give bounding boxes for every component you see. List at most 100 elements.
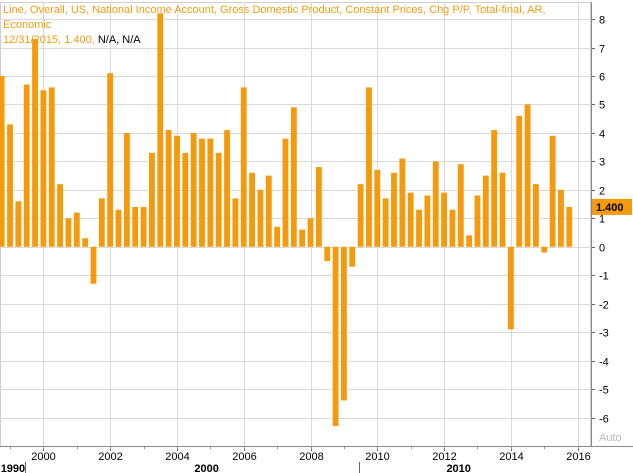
bar	[449, 209, 456, 247]
auto-watermark: Auto	[599, 432, 622, 444]
bar	[40, 90, 47, 247]
x-tick-label: 2014	[499, 451, 523, 463]
bar	[474, 195, 481, 247]
bar	[558, 189, 564, 247]
bar	[299, 229, 306, 247]
bar	[541, 246, 548, 253]
bar	[48, 87, 55, 247]
bar	[457, 164, 464, 247]
legend-value: 1.400	[64, 34, 92, 46]
y-tick-label: 0	[599, 243, 605, 255]
bar	[182, 152, 189, 247]
bar	[57, 184, 64, 247]
chart-legend: Line, Overall, US, National Income Accou…	[3, 4, 546, 46]
last-value-badge-text: 1.400	[596, 202, 624, 214]
y-tick-label: 3	[599, 157, 605, 169]
bar	[499, 172, 506, 247]
bar	[73, 212, 80, 247]
bar	[357, 184, 364, 247]
decade-label: 2010	[446, 463, 470, 473]
bar	[491, 130, 498, 247]
bar	[140, 206, 147, 247]
bar	[349, 246, 356, 267]
x-tick-label: 2010	[365, 451, 389, 463]
x-tick-label: 2000	[31, 451, 55, 463]
bar	[215, 152, 222, 247]
bar	[315, 167, 322, 247]
bar	[274, 226, 281, 247]
bar	[391, 172, 397, 247]
bar	[566, 206, 573, 247]
bar	[332, 246, 339, 427]
y-tick-label: 5	[599, 100, 605, 112]
y-tick-label: -4	[599, 357, 609, 369]
y-tick-label: -2	[599, 300, 609, 312]
bar	[123, 132, 130, 247]
decade-label: 1990	[1, 463, 25, 473]
bar	[115, 209, 122, 247]
bar	[482, 175, 489, 247]
bar	[0, 76, 5, 247]
x-tick-label: 2012	[432, 451, 456, 463]
bar	[190, 132, 197, 247]
y-tick-label: 1	[599, 214, 605, 226]
bar	[257, 189, 264, 247]
bar	[165, 130, 172, 247]
bar	[516, 115, 523, 247]
bar	[324, 246, 331, 261]
bar	[207, 138, 214, 247]
last-value-badge-group: 1.400	[592, 198, 632, 215]
x-axis: 2000 2002 2004 2006 2008 2010 2012 2014 20161990…	[0, 446, 633, 473]
bar	[407, 192, 414, 247]
x-tick-label: 2002	[98, 451, 122, 463]
legend-date: 12/31/2015	[3, 34, 59, 46]
last-value-badge	[592, 198, 632, 215]
bar	[507, 246, 514, 330]
bar	[23, 84, 30, 247]
y-axis: -6 -5 -4 -3 -2 -1 0 1 2 3 4 5 6 7 8	[591, 2, 609, 446]
chart-bars	[0, 13, 573, 427]
y-tick-label: 4	[599, 129, 605, 141]
bar	[282, 138, 289, 247]
bar	[98, 198, 105, 247]
bar	[416, 209, 422, 247]
bar	[90, 246, 97, 284]
y-tick-label: 6	[599, 72, 605, 84]
bar	[15, 201, 22, 247]
bar	[65, 218, 72, 247]
y-tick-label: -3	[599, 328, 609, 340]
bar	[107, 73, 114, 247]
bar	[149, 152, 155, 247]
bar	[249, 172, 256, 247]
x-tick-label: 2008	[299, 451, 323, 463]
y-tick-label: 8	[599, 15, 605, 27]
y-tick-label: 7	[599, 44, 605, 56]
bar	[424, 195, 431, 247]
bar	[340, 246, 347, 401]
decade-label: 2000	[194, 463, 218, 473]
bar	[399, 158, 406, 247]
bar	[82, 238, 89, 247]
bar	[432, 161, 439, 247]
bar	[132, 206, 139, 247]
bar	[290, 107, 297, 247]
y-tick-label: 2	[599, 186, 605, 198]
bar	[524, 104, 531, 247]
bar	[466, 235, 473, 247]
bar	[232, 198, 239, 247]
bar	[382, 198, 389, 247]
bar	[240, 87, 247, 247]
y-tick-label: -5	[599, 385, 609, 397]
bar	[265, 175, 272, 247]
x-tick-label: 2016	[566, 451, 590, 463]
bar	[374, 169, 381, 247]
bar	[174, 135, 180, 247]
bar	[224, 130, 230, 247]
y-tick-label: -6	[599, 414, 609, 426]
bar	[32, 39, 38, 247]
bar	[366, 87, 372, 247]
bar	[532, 184, 539, 247]
x-tick-label: 2006	[232, 451, 256, 463]
bar	[441, 192, 447, 247]
